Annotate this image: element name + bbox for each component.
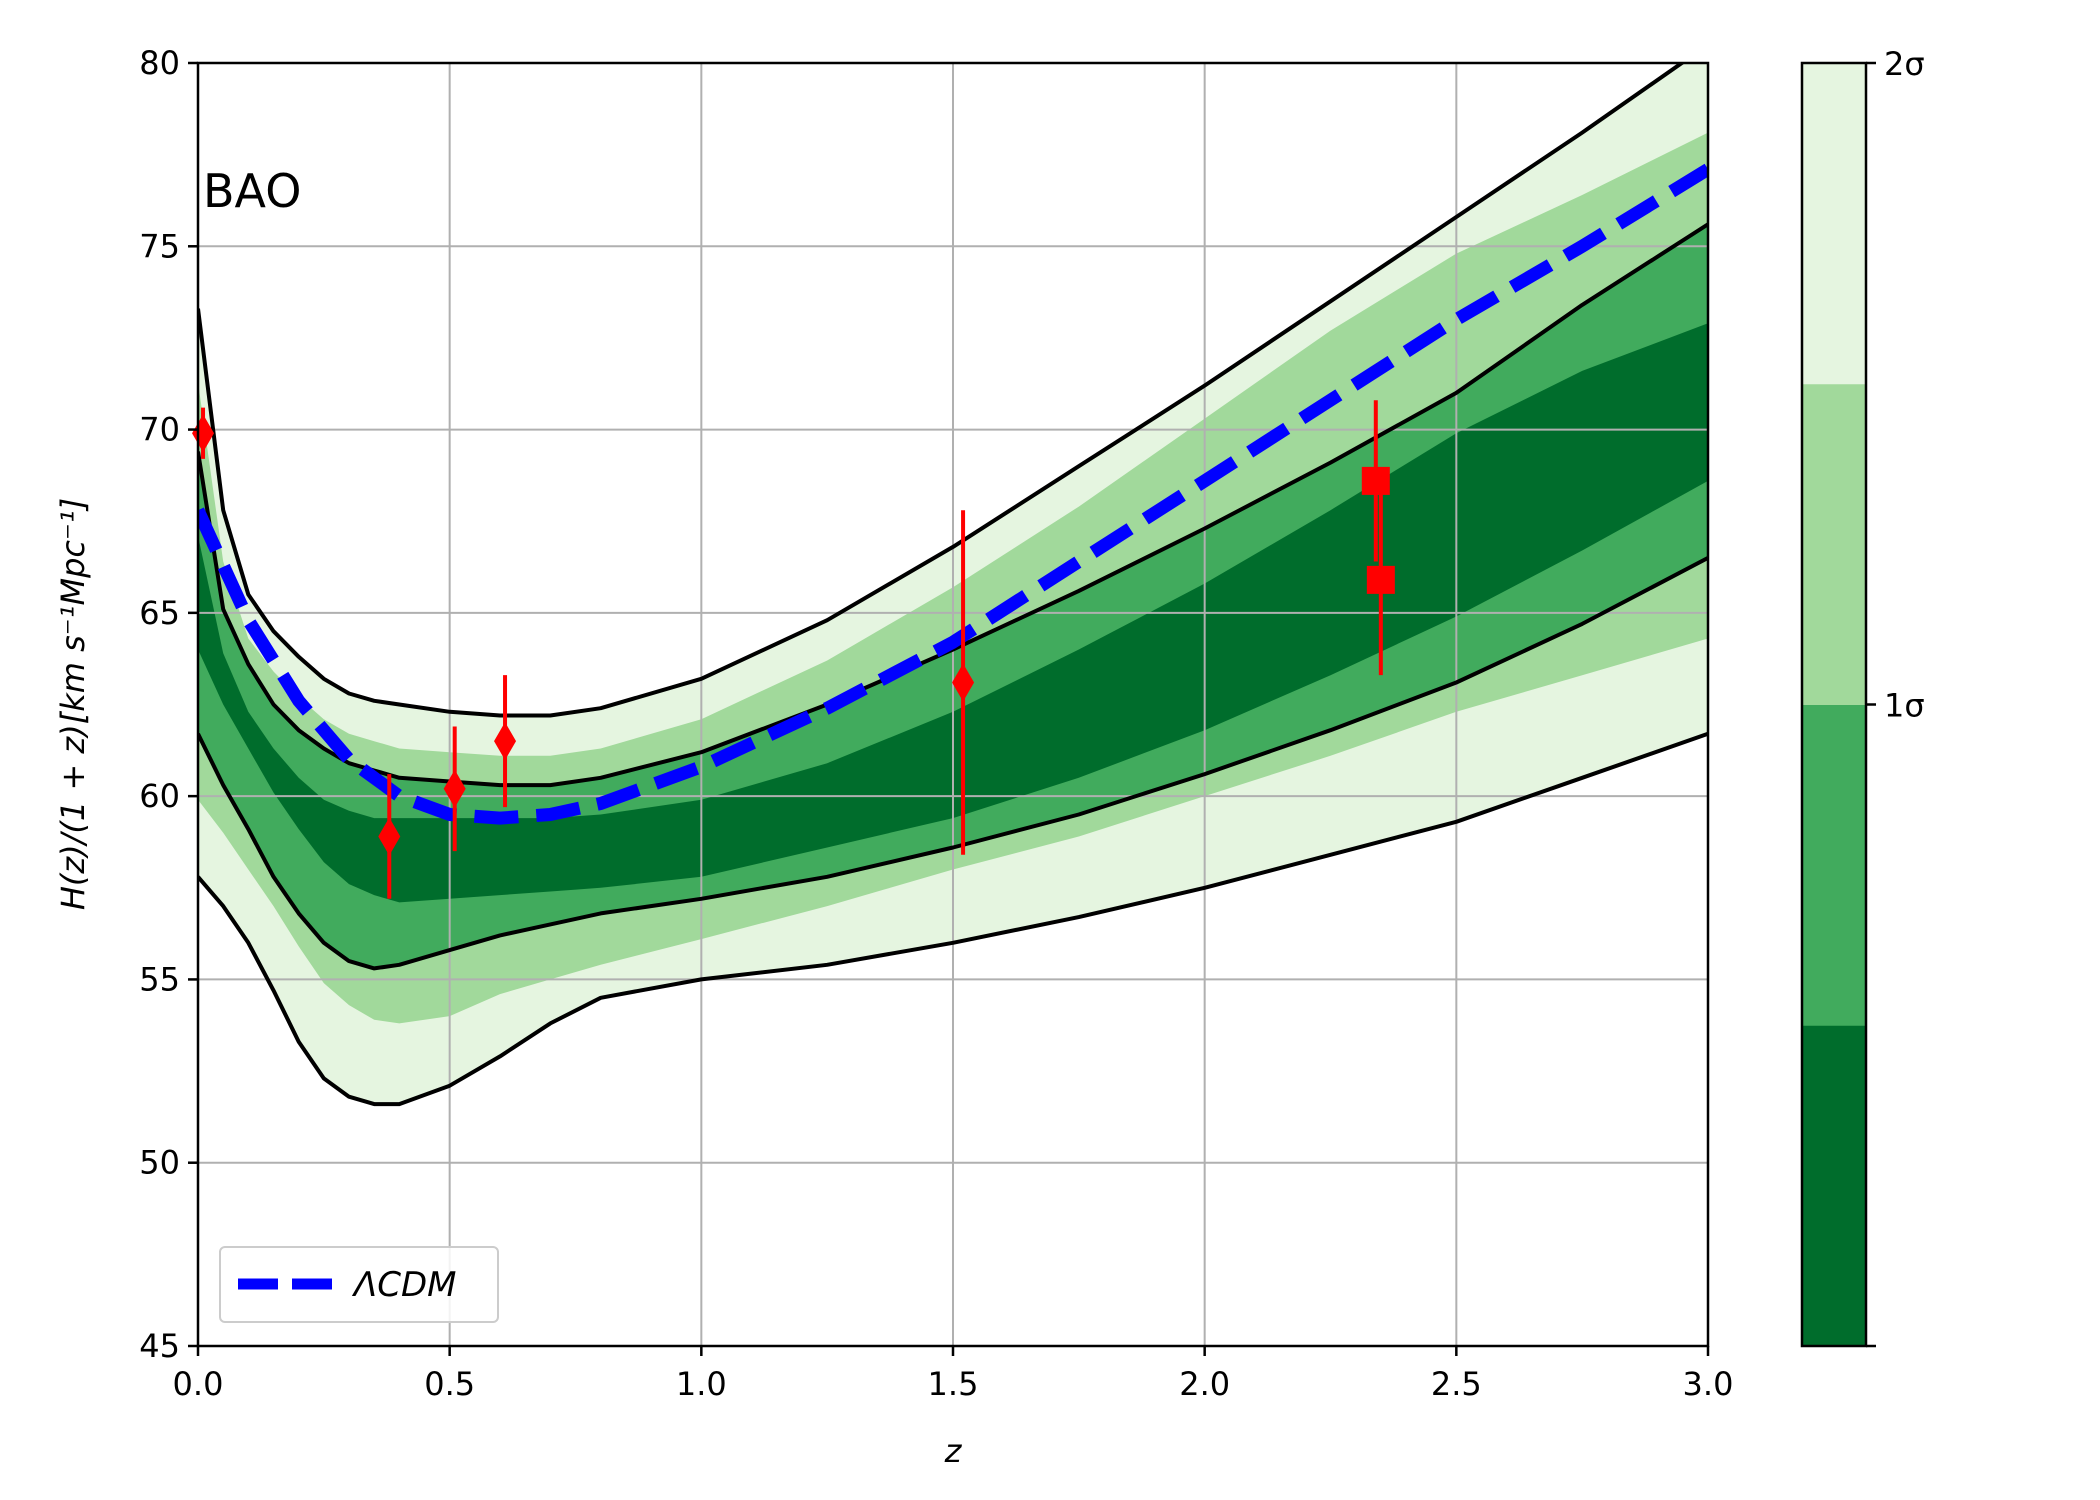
lcdm-series	[198, 163, 1708, 825]
x-tick-label-4: 2.0	[1179, 1365, 1230, 1403]
contour-line-1	[198, 222, 1708, 788]
data-point-2	[443, 769, 466, 808]
data-point-4	[952, 663, 975, 702]
bao-data-points	[192, 400, 1395, 899]
colorbar-level-2	[1802, 383, 1866, 705]
y-tick-label-6: 75	[139, 227, 180, 265]
contour-line-2	[198, 556, 1708, 971]
colorbar-label-0: 1σ	[1884, 687, 1925, 725]
x-tick-label-6: 3.0	[1683, 1365, 1734, 1403]
legend: ΛCDM	[219, 1246, 499, 1323]
bao-annotation: BAO	[203, 164, 301, 218]
legend-box	[219, 1246, 499, 1323]
colorbar: 1σ 2σ	[1800, 45, 1925, 1348]
data-point-5	[1361, 466, 1390, 495]
x-axis-label: z	[944, 1432, 963, 1470]
x-tick-label-5: 2.5	[1431, 1365, 1482, 1403]
x-tick-label-3: 1.5	[928, 1365, 979, 1403]
y-axis-ticks: 45 50 55 60 65 70 75 80	[139, 44, 198, 1365]
legend-lcdm-label: ΛCDM	[351, 1265, 457, 1305]
colorbar-level-0	[1802, 1025, 1866, 1347]
y-tick-label-0: 45	[139, 1327, 180, 1365]
data-point-1	[378, 817, 401, 856]
x-axis-ticks: 0.0 0.5 1.0 1.5 2.0 2.5 3.0	[173, 1346, 1734, 1403]
contour-line-3	[198, 731, 1708, 1107]
y-tick-label-3: 60	[139, 777, 180, 815]
contour-lines	[198, 63, 1708, 1107]
data-point-6	[1366, 565, 1395, 594]
y-tick-label-5: 70	[139, 411, 180, 449]
y-tick-label-4: 65	[139, 594, 180, 632]
y-axis-label: H(z)/(1 + z)[km s⁻¹Mpc⁻¹]	[54, 498, 92, 910]
y-tick-label-1: 50	[139, 1144, 180, 1182]
colorbar-level-3	[1802, 63, 1866, 385]
contour-line-0	[198, 63, 1686, 718]
y-tick-label-2: 55	[139, 960, 180, 998]
colorbar-level-1	[1802, 704, 1866, 1026]
x-tick-label-0: 0.0	[173, 1365, 224, 1403]
x-tick-label-1: 0.5	[424, 1365, 475, 1403]
colorbar-label-1: 2σ	[1884, 45, 1925, 83]
y-tick-label-7: 80	[139, 44, 180, 82]
data-point-3	[494, 722, 517, 761]
series-line-0	[198, 163, 1708, 825]
x-tick-label-2: 1.0	[676, 1365, 727, 1403]
